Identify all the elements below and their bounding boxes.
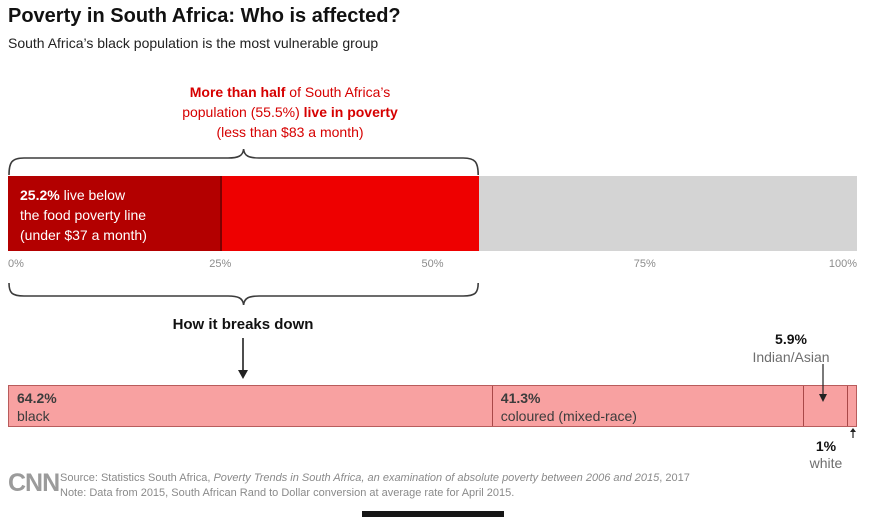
food-poverty-line-3: (under $37 a month) xyxy=(20,227,147,243)
axis-tick-0: 0% xyxy=(8,258,24,270)
segment-not-in-poverty xyxy=(479,176,857,251)
segment-black: 64.2% black xyxy=(9,386,493,426)
down-arrow-icon xyxy=(238,338,248,379)
food-poverty-text: live below xyxy=(59,187,126,203)
axis-tick-100: 100% xyxy=(828,258,857,270)
black-value: 64.2% xyxy=(17,390,57,406)
annotation-text-1: of South Africa’s xyxy=(285,84,391,100)
brace-top-icon xyxy=(8,148,479,176)
segment-indian-asian xyxy=(804,386,849,426)
source-text-italic: Poverty Trends in South Africa, an exami… xyxy=(213,472,660,484)
axis-tick-75: 75% xyxy=(633,258,656,270)
brace-bottom xyxy=(8,282,857,306)
annotation-bold-1: More than half xyxy=(189,84,286,100)
callout-white: 1% white xyxy=(795,438,857,472)
segment-coloured: 41.3% coloured (mixed-race) xyxy=(492,386,804,426)
source-note: Source: Statistics South Africa, Poverty… xyxy=(60,471,690,501)
indian-asian-arrow-icon xyxy=(819,364,827,402)
brace-top xyxy=(8,148,857,176)
segment-food-poverty: 25.2% live below the food poverty line (… xyxy=(8,176,222,251)
breakdown-heading: How it breaks down xyxy=(172,316,314,333)
food-poverty-value: 25.2% xyxy=(20,187,60,203)
segment-black-label: 64.2% black xyxy=(9,386,492,425)
segment-food-poverty-label: 25.2% live below the food poverty line (… xyxy=(8,176,220,245)
page-subtitle: South Africa’s black population is the m… xyxy=(8,35,379,51)
annotation-text-2: population (55.5%) xyxy=(182,104,304,120)
poverty-bar: 25.2% live below the food poverty line (… xyxy=(8,176,857,251)
annotation-line-2: population (55.5%) live in poverty xyxy=(110,102,470,122)
axis-tick-50: 50% xyxy=(421,258,444,270)
white-value: 1% xyxy=(815,438,837,454)
poverty-annotation: More than half of South Africa’s populat… xyxy=(110,82,470,142)
source-line: Source: Statistics South Africa, Poverty… xyxy=(60,471,690,486)
note-line: Note: Data from 2015, South African Rand… xyxy=(60,487,515,499)
source-text-pre: Source: Statistics South Africa, xyxy=(60,472,214,484)
indian-asian-label: Indian/Asian xyxy=(752,349,830,365)
food-poverty-line-2: the food poverty line xyxy=(20,207,147,223)
coloured-label: coloured (mixed-race) xyxy=(500,408,637,424)
coloured-value: 41.3% xyxy=(500,390,541,406)
white-label: white xyxy=(809,455,843,471)
black-label: black xyxy=(17,408,50,424)
segment-white xyxy=(848,386,856,426)
segment-in-poverty xyxy=(221,176,480,251)
callout-indian-asian: 5.9% Indian/Asian xyxy=(726,330,856,366)
source-text-post: , 2017 xyxy=(659,472,690,484)
segment-coloured-label: 41.3% coloured (mixed-race) xyxy=(493,386,803,425)
white-arrow-icon xyxy=(850,428,856,438)
bottom-strip xyxy=(362,511,504,517)
indian-asian-value: 5.9% xyxy=(775,331,807,347)
axis-tick-25: 25% xyxy=(209,258,232,270)
cnn-logo: CNN xyxy=(8,469,60,497)
breakdown-bar: 64.2% black 41.3% coloured (mixed-race) xyxy=(8,385,857,427)
x-axis: 0% 25% 50% 75% 100% xyxy=(8,258,857,272)
annotation-line-3: (less than $83 a month) xyxy=(216,124,364,140)
annotation-line-1: More than half of South Africa’s xyxy=(110,82,470,102)
food-poverty-line-1: 25.2% live below xyxy=(20,185,220,205)
annotation-bold-2: live in poverty xyxy=(303,104,398,120)
brace-bottom-icon xyxy=(8,282,479,306)
page-title: Poverty in South Africa: Who is affected… xyxy=(8,5,401,27)
